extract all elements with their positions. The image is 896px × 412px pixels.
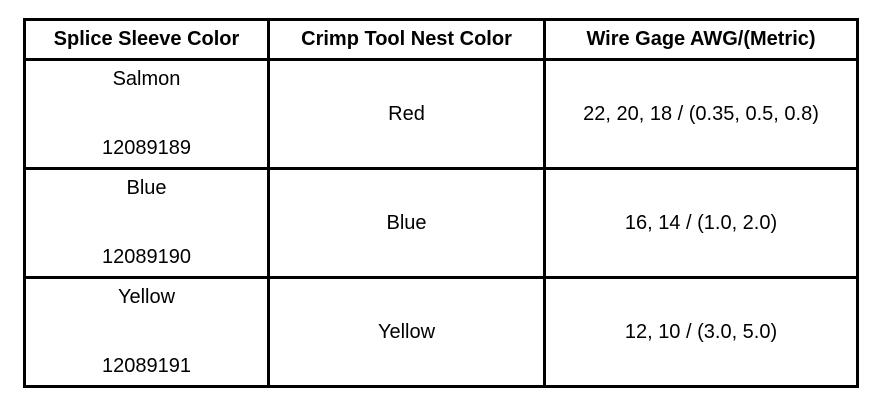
table-row: Salmon 12089189 Red 22, 20, 18 / (0.35, 0… [23, 58, 859, 170]
sleeve-cell: Blue 12089190 [23, 167, 270, 279]
header-wire-gage: Wire Gage AWG/(Metric) [543, 18, 859, 61]
sleeve-color: Blue [126, 177, 167, 199]
table-row: Blue 12089190 Blue 16, 14 / (1.0, 2.0) [23, 167, 859, 279]
table-row: Yellow 12089191 Yellow 12, 10 / (3.0, 5.0… [23, 276, 859, 388]
sleeve-color: Salmon [112, 68, 181, 90]
part-number: 12089191 [102, 355, 191, 377]
splice-sleeve-table: Splice Sleeve Color Crimp Tool Nest Colo… [23, 18, 859, 388]
nest-color: Blue [267, 167, 546, 279]
header-splice-sleeve-color: Splice Sleeve Color [23, 18, 270, 61]
sleeve-color: Yellow [117, 286, 176, 308]
sleeve-cell: Salmon 12089189 [23, 58, 270, 170]
wire-gage: 22, 20, 18 / (0.35, 0.5, 0.8) [543, 58, 859, 170]
part-number: 12089190 [102, 246, 191, 268]
header-crimp-tool-nest-color: Crimp Tool Nest Color [267, 18, 546, 61]
header-row: Splice Sleeve Color Crimp Tool Nest Colo… [23, 18, 859, 61]
wire-gage: 16, 14 / (1.0, 2.0) [543, 167, 859, 279]
wire-gage: 12, 10 / (3.0, 5.0) [543, 276, 859, 388]
nest-color: Yellow [267, 276, 546, 388]
sleeve-cell: Yellow 12089191 [23, 276, 270, 388]
part-number: 12089189 [102, 137, 191, 159]
nest-color: Red [267, 58, 546, 170]
